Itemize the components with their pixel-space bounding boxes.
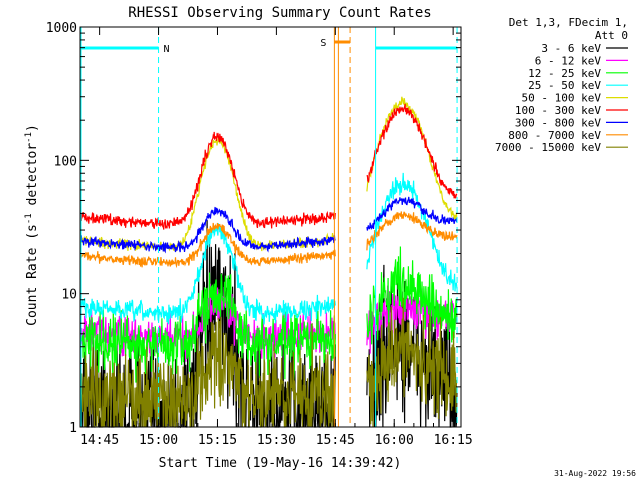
y-tick-label-3: 100 bbox=[54, 154, 77, 169]
series-line-5-seg-2 bbox=[366, 96, 458, 222]
series-line-9-seg-2 bbox=[366, 297, 458, 428]
legend-label-1: 3 - 6 keV bbox=[541, 42, 601, 55]
x-tick-label-6: 16:00 bbox=[375, 433, 414, 448]
saa-marker-label: S bbox=[320, 38, 326, 49]
plot-frame bbox=[79, 26, 462, 428]
timestamp: 31-Aug-2022 19:56 bbox=[554, 469, 636, 478]
x-tick-label-3: 15:15 bbox=[198, 433, 237, 448]
plot-area: NS bbox=[80, 27, 458, 429]
y-tick-label-4: 1000 bbox=[46, 21, 77, 36]
series-line-7-seg-1 bbox=[80, 206, 336, 254]
y-axis-label: Count Rate (s-1 detector-1) bbox=[24, 124, 40, 326]
series-line-3-seg-2 bbox=[366, 246, 458, 345]
x-tick-label-2: 15:00 bbox=[139, 433, 178, 448]
y-tick-label-2: 10 bbox=[61, 288, 77, 303]
x-tick-label-7: 16:15 bbox=[434, 433, 473, 448]
legend-label-8: 800 - 7000 keV bbox=[508, 129, 601, 142]
x-tick-label-1: 14:45 bbox=[80, 433, 119, 448]
x-tick-label-4: 15:30 bbox=[257, 433, 296, 448]
legend-label-7: 300 - 800 keV bbox=[515, 116, 601, 129]
legend-header-2: Att 0 bbox=[595, 29, 628, 42]
legend-label-2: 6 - 12 keV bbox=[535, 54, 602, 67]
series-line-3-seg-1 bbox=[80, 272, 336, 383]
legend-label-5: 50 - 100 keV bbox=[522, 92, 602, 105]
series-line-4-seg-1 bbox=[80, 223, 336, 325]
series-line-8-seg-1 bbox=[80, 222, 336, 269]
y-label-sup-2: -1 bbox=[24, 132, 34, 143]
series-line-6-seg-1 bbox=[80, 131, 336, 230]
y-label-part-2: detector bbox=[25, 143, 40, 214]
x-tick-label-5: 15:45 bbox=[316, 433, 355, 448]
legend-header-1: Det 1,3, FDecim 1, bbox=[509, 16, 628, 29]
night-marker-label: N bbox=[164, 44, 170, 55]
chart-title: RHESSI Observing Summary Count Rates bbox=[128, 5, 431, 21]
legend-label-9: 7000 - 15000 keV bbox=[495, 141, 601, 154]
legend-label-6: 100 - 300 keV bbox=[515, 104, 601, 117]
axes: 14:45 15:00 15:15 15:30 15:45 16:00 16:15 1 10 10… bbox=[46, 21, 473, 448]
legend-label-4: 25 - 50 keV bbox=[528, 79, 601, 92]
y-label-part-3: ) bbox=[25, 124, 40, 132]
y-tick-label-1: 1 bbox=[69, 421, 77, 436]
series-line-6-seg-2 bbox=[366, 103, 458, 199]
x-axis-label: Start Time (19-May-16 14:39:42) bbox=[159, 456, 402, 471]
y-label-sup-1: -1 bbox=[24, 213, 34, 224]
y-label-part-1: Count Rate (s bbox=[25, 224, 40, 326]
series-line-7-seg-2 bbox=[366, 196, 458, 231]
series-line-8-seg-2 bbox=[366, 211, 458, 251]
series-line-9-seg-1 bbox=[80, 316, 336, 428]
legend-label-3: 12 - 25 keV bbox=[528, 67, 601, 80]
